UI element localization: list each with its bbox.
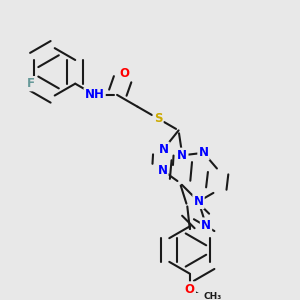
- Text: N: N: [199, 146, 208, 159]
- Text: N: N: [177, 149, 187, 162]
- Text: S: S: [154, 112, 162, 125]
- Text: CH₃: CH₃: [204, 292, 222, 300]
- Text: O: O: [119, 67, 130, 80]
- Text: N: N: [194, 195, 203, 208]
- Text: O: O: [185, 283, 195, 296]
- Text: F: F: [27, 77, 35, 90]
- Text: NH: NH: [85, 88, 105, 101]
- Text: N: N: [201, 219, 211, 232]
- Text: N: N: [159, 142, 169, 156]
- Text: N: N: [158, 164, 167, 177]
